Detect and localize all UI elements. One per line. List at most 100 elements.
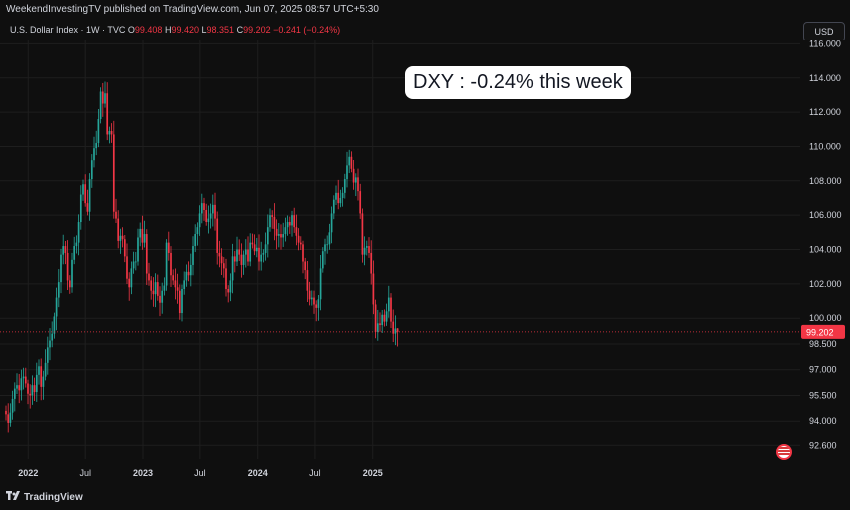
candle-body <box>302 244 304 262</box>
candle-body <box>310 297 313 300</box>
candle-body <box>209 213 212 219</box>
tradingview-brand[interactable]: TradingView <box>24 492 83 503</box>
candle-body <box>60 254 62 283</box>
candle-body <box>269 215 271 228</box>
candle-body <box>110 131 113 135</box>
candle-body <box>117 218 120 241</box>
candle-body <box>394 328 397 334</box>
candle-body <box>121 235 124 240</box>
candle-body <box>99 91 102 119</box>
candle-body <box>97 118 100 144</box>
candle-body <box>255 247 258 252</box>
candle-body <box>93 148 95 161</box>
ohlc-low-value: 98.351 <box>206 25 235 35</box>
x-tick-label: 2024 <box>248 468 268 478</box>
candle-body <box>238 249 241 255</box>
candle-body <box>134 261 137 263</box>
candle-body <box>365 246 368 248</box>
candle-body <box>295 227 298 236</box>
candle-body <box>35 374 38 393</box>
candle-body <box>185 271 188 281</box>
y-tick-label: 104.000 <box>809 245 842 255</box>
candle-body <box>313 297 315 305</box>
candle-body <box>392 321 395 334</box>
candle-body <box>321 251 324 269</box>
candle-body <box>317 299 320 308</box>
y-tick-label: 97.000 <box>809 365 837 375</box>
candle-body <box>18 385 21 391</box>
candle-body <box>57 282 60 298</box>
candle-body <box>335 192 337 200</box>
candle-body <box>346 165 348 180</box>
candle-body <box>95 143 98 149</box>
us-flag-icon[interactable] <box>776 444 792 460</box>
candle-body <box>343 179 346 193</box>
y-tick-label: 108.000 <box>809 176 842 186</box>
tradingview-logo-icon[interactable] <box>6 491 20 501</box>
candle-body <box>141 228 144 243</box>
candle-body <box>7 414 10 423</box>
candle-body <box>379 323 381 326</box>
candle-body <box>53 316 56 334</box>
candle-body <box>112 134 115 212</box>
candle-body <box>271 215 274 217</box>
candle-body <box>341 192 344 198</box>
candle-body <box>390 297 392 322</box>
candle-body <box>207 218 210 223</box>
candle-body <box>137 237 139 262</box>
y-tick-label: 116.000 <box>809 38 841 48</box>
candle-body <box>218 252 221 257</box>
candle-body <box>319 268 322 300</box>
candle-body <box>354 177 357 183</box>
candle-body <box>363 247 366 255</box>
candle-body <box>187 271 190 276</box>
candle-body <box>251 242 254 245</box>
candle-body <box>20 378 23 391</box>
candle-body <box>130 268 133 288</box>
candle-body <box>148 273 150 281</box>
candle-body <box>178 290 181 314</box>
candle-body <box>233 256 236 262</box>
candle-body <box>225 268 227 289</box>
candle-body <box>90 160 93 180</box>
candle-body <box>357 177 359 192</box>
candle-body <box>13 388 16 399</box>
candle-body <box>29 393 32 396</box>
candle-body <box>332 199 335 214</box>
candle-body <box>306 270 309 291</box>
candle-body <box>376 323 379 332</box>
candle-body <box>51 333 54 341</box>
candle-body <box>359 191 362 214</box>
candle-body <box>27 383 29 394</box>
candle-body <box>381 314 384 326</box>
candle-body <box>277 234 280 236</box>
candle-body <box>5 410 7 415</box>
symbol-name[interactable]: U.S. Dollar Index · 1W · TVC <box>10 25 126 35</box>
y-tick-label: 98.500 <box>809 339 837 349</box>
candle-body <box>119 235 122 241</box>
candle-body <box>304 261 307 271</box>
candle-body <box>84 184 87 204</box>
candle-body <box>154 282 157 295</box>
candle-body <box>297 235 300 243</box>
candle-body <box>282 234 285 238</box>
candle-body <box>240 254 243 265</box>
candle-body <box>143 234 146 243</box>
candle-body <box>374 304 377 332</box>
candle-body <box>284 227 287 235</box>
ohlc-high-label: H <box>164 25 172 35</box>
candle-body <box>330 213 333 233</box>
candle-body <box>370 252 373 274</box>
ohlc-open-value: 99.408 <box>134 25 163 35</box>
candle-body <box>82 184 84 195</box>
y-tick-label: 112.000 <box>809 107 841 117</box>
x-tick-label: Jul <box>309 468 321 478</box>
symbol-legend[interactable]: U.S. Dollar Index · 1W · TVC O99.408 H99… <box>10 25 340 35</box>
candle-body <box>170 252 172 276</box>
candle-body <box>139 228 142 238</box>
y-tick-label: 102.000 <box>809 279 842 289</box>
price-axis: 116.000 114.000 112.000 110.000 108.000 106.0… <box>800 38 850 486</box>
candle-body <box>165 242 168 286</box>
candle-body <box>33 385 36 393</box>
